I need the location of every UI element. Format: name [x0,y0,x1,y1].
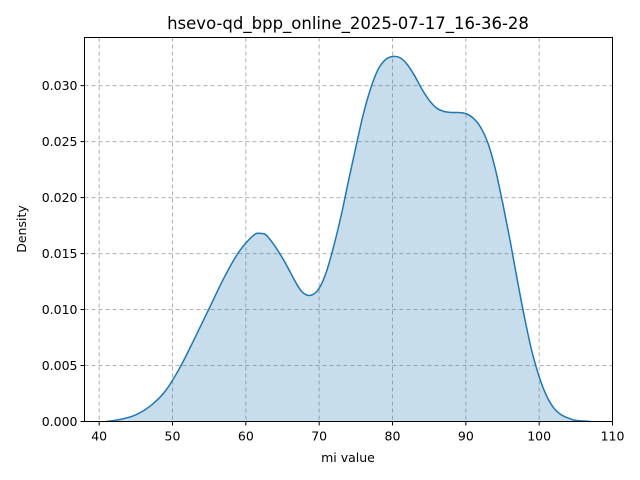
x-tick-label: 60 [238,429,254,444]
x-tick-label: 110 [601,429,625,444]
y-tick-label: 0.000 [42,414,78,429]
y-axis-label: Density [14,205,29,253]
x-tick-label: 80 [385,429,401,444]
y-tick-label: 0.030 [42,78,78,93]
density-area-fill [106,56,591,422]
x-axis-label: mi value [321,450,375,465]
y-tick-label: 0.010 [42,302,78,317]
x-tick-label: 50 [165,429,181,444]
x-tick-label: 40 [91,429,107,444]
y-axis-ticks: 0.000 0.005 0.010 0.015 0.020 0.025 0.030 [42,78,85,429]
y-tick-label: 0.015 [42,246,78,261]
x-tick-label: 70 [311,429,327,444]
y-tick-label: 0.025 [42,134,78,149]
plot-frame [84,37,613,422]
x-tick-label: 90 [458,429,474,444]
density-curve-line [106,55,591,423]
y-tick-label: 0.005 [42,358,78,373]
x-tick-label: 100 [527,429,551,444]
y-tick-label: 0.020 [42,190,78,205]
chart-title: hsevo-qd_bpp_online_2025-07-17_16-36-28 [167,14,529,34]
x-axis-ticks: 40 50 60 70 80 90 100 110 [91,421,625,444]
